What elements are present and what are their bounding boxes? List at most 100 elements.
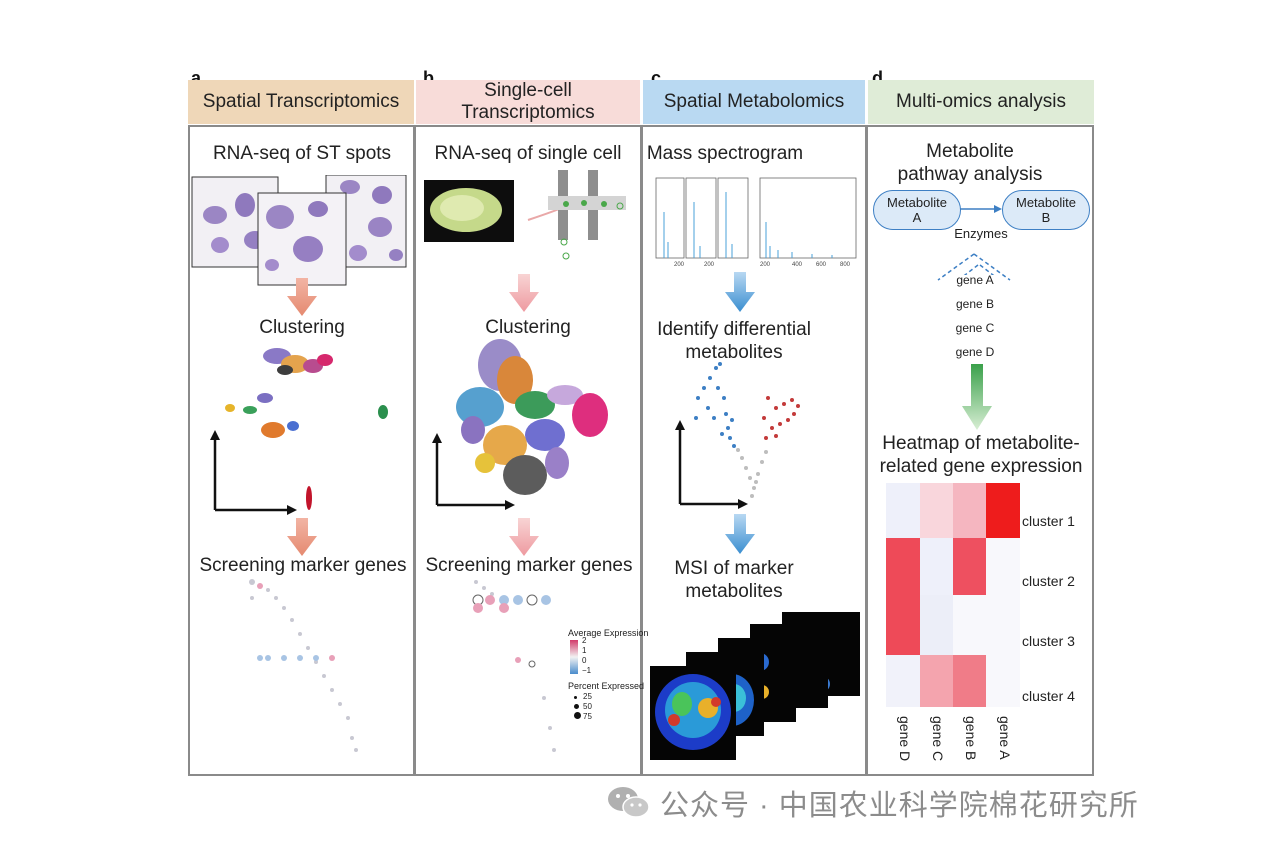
dotplot-b-dots — [472, 580, 556, 752]
panel-d-header: Multi-omics analysis — [868, 80, 1094, 124]
panel-b-header: Single-cell Transcriptomics — [416, 80, 640, 124]
panel-a-step2: Clustering — [259, 317, 345, 338]
metabolite-a-node: Metabolite A — [873, 190, 961, 230]
panel-c-step2: Identify differential metabolites — [657, 319, 811, 363]
marker-dotplot-b — [472, 580, 556, 752]
panel-d-step1: Metabolite pathway analysis — [897, 141, 1043, 185]
legend-avg-colorbar — [570, 640, 578, 674]
panel-b-step2: Clustering — [485, 317, 571, 338]
gene-list: gene A gene B gene C gene D — [930, 268, 1020, 364]
panel-d-title: Multi-omics analysis — [896, 91, 1066, 112]
metabolite-a-label: Metabolite A — [887, 195, 947, 225]
legend-avg-ticks: 2 1 0 −1 — [582, 636, 591, 676]
ms-tick: 400 — [792, 262, 803, 268]
heatmap-col-label: gene B — [963, 716, 979, 761]
watermark-text: 公众号 · 中国农业科学院棉花研究所 — [660, 790, 1139, 822]
panel-b-step1: RNA-seq of single cell — [434, 143, 622, 164]
legend-pct-tick: 50 — [574, 702, 592, 712]
legend-pct-tick: 75 — [574, 712, 592, 722]
spectrum-frame-1 — [655, 177, 857, 259]
msi-layer-front — [650, 666, 736, 760]
panel-a-step1: RNA-seq of ST spots — [212, 143, 392, 164]
watermark: 公众号 · 中国农业科学院棉花研究所 — [606, 782, 1139, 824]
spectrum-peaks — [663, 192, 833, 258]
heatmap-col-label: gene A — [997, 716, 1013, 760]
panel-c-step3: MSI of marker metabolites — [674, 558, 794, 602]
legend-pct-title: Percent Expressed — [568, 681, 645, 691]
panel-a-title: Spatial Transcriptomics — [202, 91, 400, 112]
umap-axes — [432, 433, 515, 510]
umap-cluster-plot — [432, 339, 608, 510]
legend-pct-tick: 25 — [574, 692, 592, 702]
panel-c-step1: Mass spectrogram — [646, 143, 804, 164]
axes-arrows — [210, 430, 297, 515]
ms-tick: 200 — [760, 262, 771, 268]
gene-item: gene D — [955, 345, 995, 359]
legend-avg-title: Average Expression — [568, 628, 649, 638]
pathway-connectors — [960, 205, 1002, 275]
legend-pct-ticks: 25 50 75 — [574, 692, 592, 722]
ms-tick: 600 — [816, 262, 827, 268]
heatmap-row-2 — [886, 538, 1020, 595]
marker-dotplot-a — [249, 579, 358, 752]
metabolite-b-node: Metabolite B — [1002, 190, 1090, 230]
down-arrow-b2 — [509, 518, 539, 556]
ms-tick: 200 — [704, 262, 715, 268]
legend-avg-tick: 1 — [582, 646, 587, 655]
heatmap-row-label: cluster 3 — [1022, 633, 1075, 649]
heatmap-row-label: cluster 2 — [1022, 573, 1075, 589]
panel-b-title: Single-cell Transcriptomics — [461, 80, 595, 123]
gene-branch — [937, 253, 1011, 281]
spatial-cluster-plot — [210, 348, 388, 515]
down-arrow-c2 — [725, 514, 755, 554]
heatmap-row-label: cluster 4 — [1022, 688, 1075, 704]
heatmap-row-3 — [886, 595, 1020, 655]
legend-avg-tick: 0 — [582, 656, 587, 665]
metabolite-b-label: Metabolite B — [1016, 195, 1076, 225]
umap-clusters — [456, 339, 608, 495]
spectrum-tick-labels: 200 200 200 400 600 800 — [674, 262, 851, 268]
panel-b-letter: b — [423, 68, 434, 88]
ms-tick: 800 — [840, 262, 851, 268]
heatmap-row-label: cluster 1 — [1022, 513, 1075, 529]
down-arrow-c1 — [725, 272, 755, 312]
panel-c-header: Spatial Metabolomics — [643, 80, 865, 124]
heatmap-row-4 — [886, 655, 1020, 707]
panel-a-step3: Screening marker genes — [199, 555, 407, 576]
down-arrow-b1 — [509, 274, 539, 312]
tissue-section-images — [191, 175, 407, 286]
panel-d-letter: d — [872, 68, 883, 88]
gene-item: gene B — [955, 297, 995, 311]
cluster-points — [225, 348, 388, 510]
volcano-up-points — [762, 396, 800, 440]
cotton-seed-image — [424, 180, 514, 242]
gene-item: gene A — [956, 273, 994, 287]
heatmap-col-label: gene C — [930, 716, 946, 762]
heatmap-col-label: gene D — [897, 716, 913, 762]
legend-avg-tick: 2 — [582, 636, 587, 645]
panel-c-title: Spatial Metabolomics — [663, 91, 845, 112]
legend-avg-tick: −1 — [582, 666, 592, 675]
dotplot-a-dots — [249, 579, 358, 752]
panel-a-letter: a — [191, 68, 202, 88]
down-arrow-a1 — [287, 278, 317, 316]
gene-item: gene C — [955, 321, 995, 335]
microfluidic-chip — [527, 170, 626, 260]
tissue-image-2 — [257, 192, 347, 286]
volcano-plot — [675, 362, 800, 509]
mass-spectrogram: 200 200 200 400 600 800 — [655, 177, 857, 268]
down-arrow-d1 — [962, 364, 992, 430]
panel-a-header: Spatial Transcriptomics — [188, 80, 414, 124]
wechat-icon — [608, 787, 650, 818]
down-arrow-a2 — [287, 518, 317, 556]
edge-label-enzymes: Enzymes — [954, 226, 1008, 241]
heatmap — [886, 483, 1020, 707]
msi-image-stack — [650, 612, 860, 760]
volcano-axes — [675, 420, 748, 509]
volcano-down-points — [694, 362, 736, 448]
panel-d-step2: Heatmap of metabolite-related gene expre… — [879, 433, 1083, 477]
volcano-ns-points — [736, 448, 768, 498]
panel-c-letter: c — [651, 68, 662, 88]
heatmap-row-1 — [886, 483, 1020, 538]
panel-b-step3: Screening marker genes — [425, 555, 633, 576]
